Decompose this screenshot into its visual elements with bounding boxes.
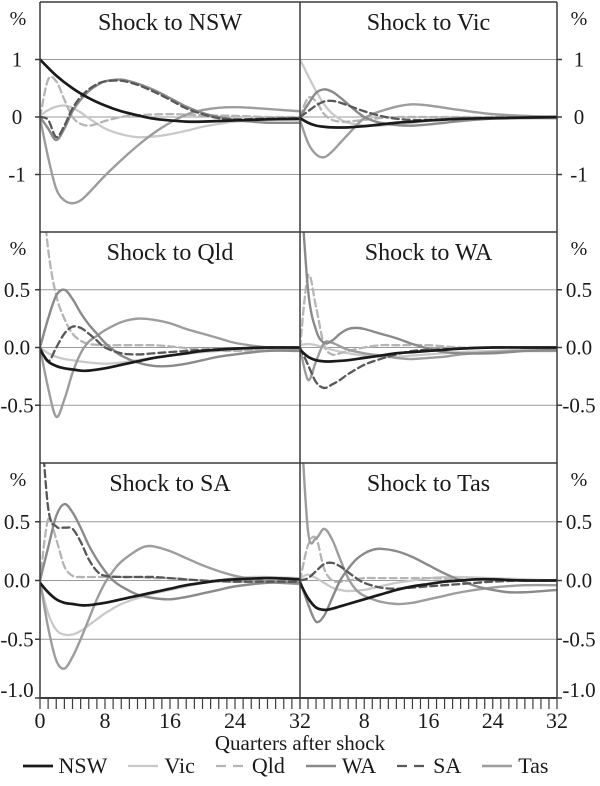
y-tick-label: -0.5 [562,627,595,651]
series-nsw-line [40,576,300,607]
y-axis-unit: % [571,469,588,491]
series-nsw-line [40,346,300,373]
panel-title: Shock to Vic [367,10,490,36]
chart-legend: NSW Vic Qld WA SA Tas [0,753,570,779]
y-tick-label: 0.5 [4,510,30,534]
legend-label: Tas [518,753,549,778]
series-nsw-line [40,58,300,124]
panel-shock-to-wa [300,232,557,390]
y-axis-unit: % [10,8,27,30]
legend-label: WA [341,753,377,778]
y-tick-label: -1 [8,163,26,187]
y-tick-label: 0.5 [566,278,592,302]
y-tick-label: 0.0 [4,336,30,360]
legend-swatch-vic [128,764,159,768]
y-tick-label: 0.0 [566,569,592,593]
panel-shock-to-qld [40,232,300,419]
legend-item-sa: SA [396,753,461,779]
panel-title: Shock to Tas [367,471,490,497]
x-tick-label: 24 [482,708,504,733]
y-tick-label: -1 [570,163,588,187]
x-axis-title: Quarters after shock [214,731,386,755]
series-wa-line [40,502,300,601]
series-tas-line [40,317,300,419]
series-vic-line [40,104,300,139]
y-axis-unit: % [10,238,27,260]
panel-shock-to-vic [300,58,557,159]
series-sa-line [300,561,557,590]
series-sa-line [43,463,300,583]
legend-item-qld: Qld [215,753,285,779]
series-tas-line [300,103,557,159]
series-vic-line [300,573,557,593]
series-nsw-line [300,346,557,363]
x-tick-label: 32 [289,708,311,733]
legend-item-nsw: NSW [22,753,108,779]
legend-item-tas: Tas [481,753,548,779]
legend-label: Qld [251,753,285,778]
y-tick-label: 0 [12,105,23,129]
series-wa-line [300,547,557,624]
panel-title: Shock to NSW [98,10,242,36]
series-nsw-line [300,115,557,129]
x-tick-label: 24 [224,708,246,733]
y-tick-label: -0.5 [0,393,33,417]
y-tick-label: 0.5 [4,278,30,302]
irf-chart-svg: % 1 0 -1% 1 0 -1% 0.5 0.0 -0.5% 0.5 0.0 -0.5% 0.5 0.0 -… [0,1,596,733]
y-axis-unit: % [571,8,588,30]
x-tick-label: 16 [159,708,181,733]
panel-title: Shock to WA [365,240,493,266]
panel-title: Shock to Qld [107,240,234,266]
legend-item-wa: WA [305,753,376,779]
panel-title: Shock to SA [109,471,231,497]
y-axis-unit: % [10,469,27,491]
y-tick-label: 0.0 [566,336,592,360]
x-tick-label: 32 [546,708,568,733]
series-nsw-line [300,577,557,612]
y-tick-label: -0.5 [562,393,595,417]
panel-shock-to-tas [300,463,557,624]
series-qld-line [40,75,300,127]
series-tas-line [40,106,300,205]
y-tick-label: 0.0 [4,569,30,593]
panel-shock-to-nsw [40,58,300,205]
legend-swatch-nsw [22,764,53,768]
x-tick-label: 0 [35,708,46,733]
legend-swatch-sa [397,764,428,768]
y-tick-label: -0.5 [0,627,33,651]
legend-label: NSW [58,753,108,778]
legend-swatch-wa [305,764,336,768]
x-tick-label: 16 [418,708,440,733]
y-tick-label: -1.0 [0,678,33,702]
y-tick-label: 1 [12,48,23,72]
legend-swatch-tas [482,764,513,768]
y-tick-label: -1.0 [562,678,595,702]
series-tas-line [302,463,557,606]
y-axis-unit: % [571,238,588,260]
x-tick-label: 8 [100,708,111,733]
series-qld-line [40,516,300,583]
series-qld-line [300,535,557,584]
series-sa-line [40,79,300,139]
legend-label: SA [433,753,462,778]
series-qld-line [300,273,557,357]
series-wa-line [302,232,557,355]
y-tick-label: 0.5 [566,510,592,534]
legend-label: Vic [164,753,195,778]
y-tick-label: 1 [574,48,585,72]
panel-shock-to-sa [40,463,300,670]
series-sa-line [40,325,300,363]
series-tas-line [40,544,300,670]
legend-item-vic: Vic [127,753,195,779]
series-wa-line [40,78,300,142]
legend-swatch-qld [215,764,246,768]
x-tick-label: 8 [359,708,370,733]
y-tick-label: 0 [574,105,585,129]
series-wa-line [300,88,557,127]
